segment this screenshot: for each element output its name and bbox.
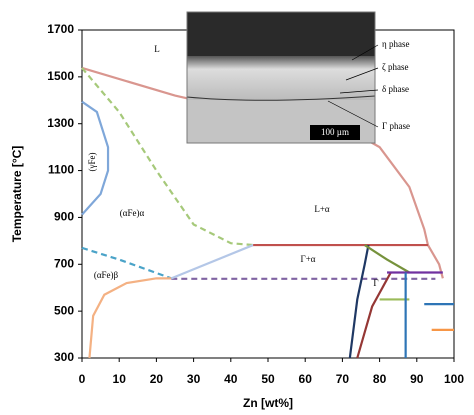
region-label: (αFe)β [94, 270, 119, 280]
x-axis-label: Zn [wt%] [243, 396, 293, 410]
region-label: L [154, 44, 160, 54]
phase-boundary [364, 244, 410, 274]
phase-boundary [81, 246, 172, 280]
x-tick-label: 70 [336, 372, 350, 386]
region-label: Γ+α [301, 254, 316, 264]
y-tick-label: 700 [54, 256, 74, 270]
inset-label: η phase [382, 39, 409, 49]
phase-boundary [356, 271, 392, 359]
inset-interface [186, 95, 376, 101]
x-tick-label: 20 [150, 372, 164, 386]
inset-frame [186, 11, 376, 144]
x-tick-label: 80 [373, 372, 387, 386]
x-tick-label: 0 [79, 372, 86, 386]
region-label: L+α [314, 204, 330, 214]
x-tick-label: 30 [187, 372, 201, 386]
y-tick-label: 1300 [47, 116, 74, 130]
x-tick-label: 50 [261, 372, 275, 386]
x-tick-label: 40 [224, 372, 238, 386]
y-tick-label: 1100 [48, 163, 74, 177]
inset-label: ζ phase [382, 62, 408, 72]
inset-label: Γ phase [382, 121, 410, 131]
inset-pointers [327, 44, 379, 128]
inset-label: δ phase [382, 84, 409, 94]
x-tick-label: 10 [113, 372, 127, 386]
phase-boundary [348, 244, 370, 359]
region-label: (γFe) [87, 153, 97, 172]
scale-bar-label: 100 µm [321, 127, 349, 137]
inset-image: 100 µm η phase ζ phase δ phase Γ phase [186, 11, 410, 144]
x-tick-label: 90 [410, 372, 424, 386]
x-tick-label: 60 [299, 372, 313, 386]
region-label: Γ [373, 278, 378, 288]
phase-boundary [81, 100, 110, 216]
y-tick-label: 1500 [47, 69, 74, 83]
y-tick-label: 300 [54, 350, 74, 364]
scale-bar-box [310, 125, 360, 140]
phase-boundary [88, 277, 172, 359]
marks: 0 10 20 30 40 50 60 70 80 90 100 300 500 700 900 1100 13… [47, 22, 464, 386]
y-axis-label: Temperature [°C] [10, 146, 24, 243]
y-tick-label: 900 [54, 210, 74, 224]
phase-boundary [170, 244, 254, 280]
y-tick-label: 500 [54, 303, 74, 317]
y-tick-label: 1700 [47, 22, 74, 36]
inset-middle [187, 56, 375, 100]
inset-top [187, 12, 375, 56]
region-label: (αFe)α [120, 208, 145, 218]
x-tick-label: 100 [444, 372, 464, 386]
